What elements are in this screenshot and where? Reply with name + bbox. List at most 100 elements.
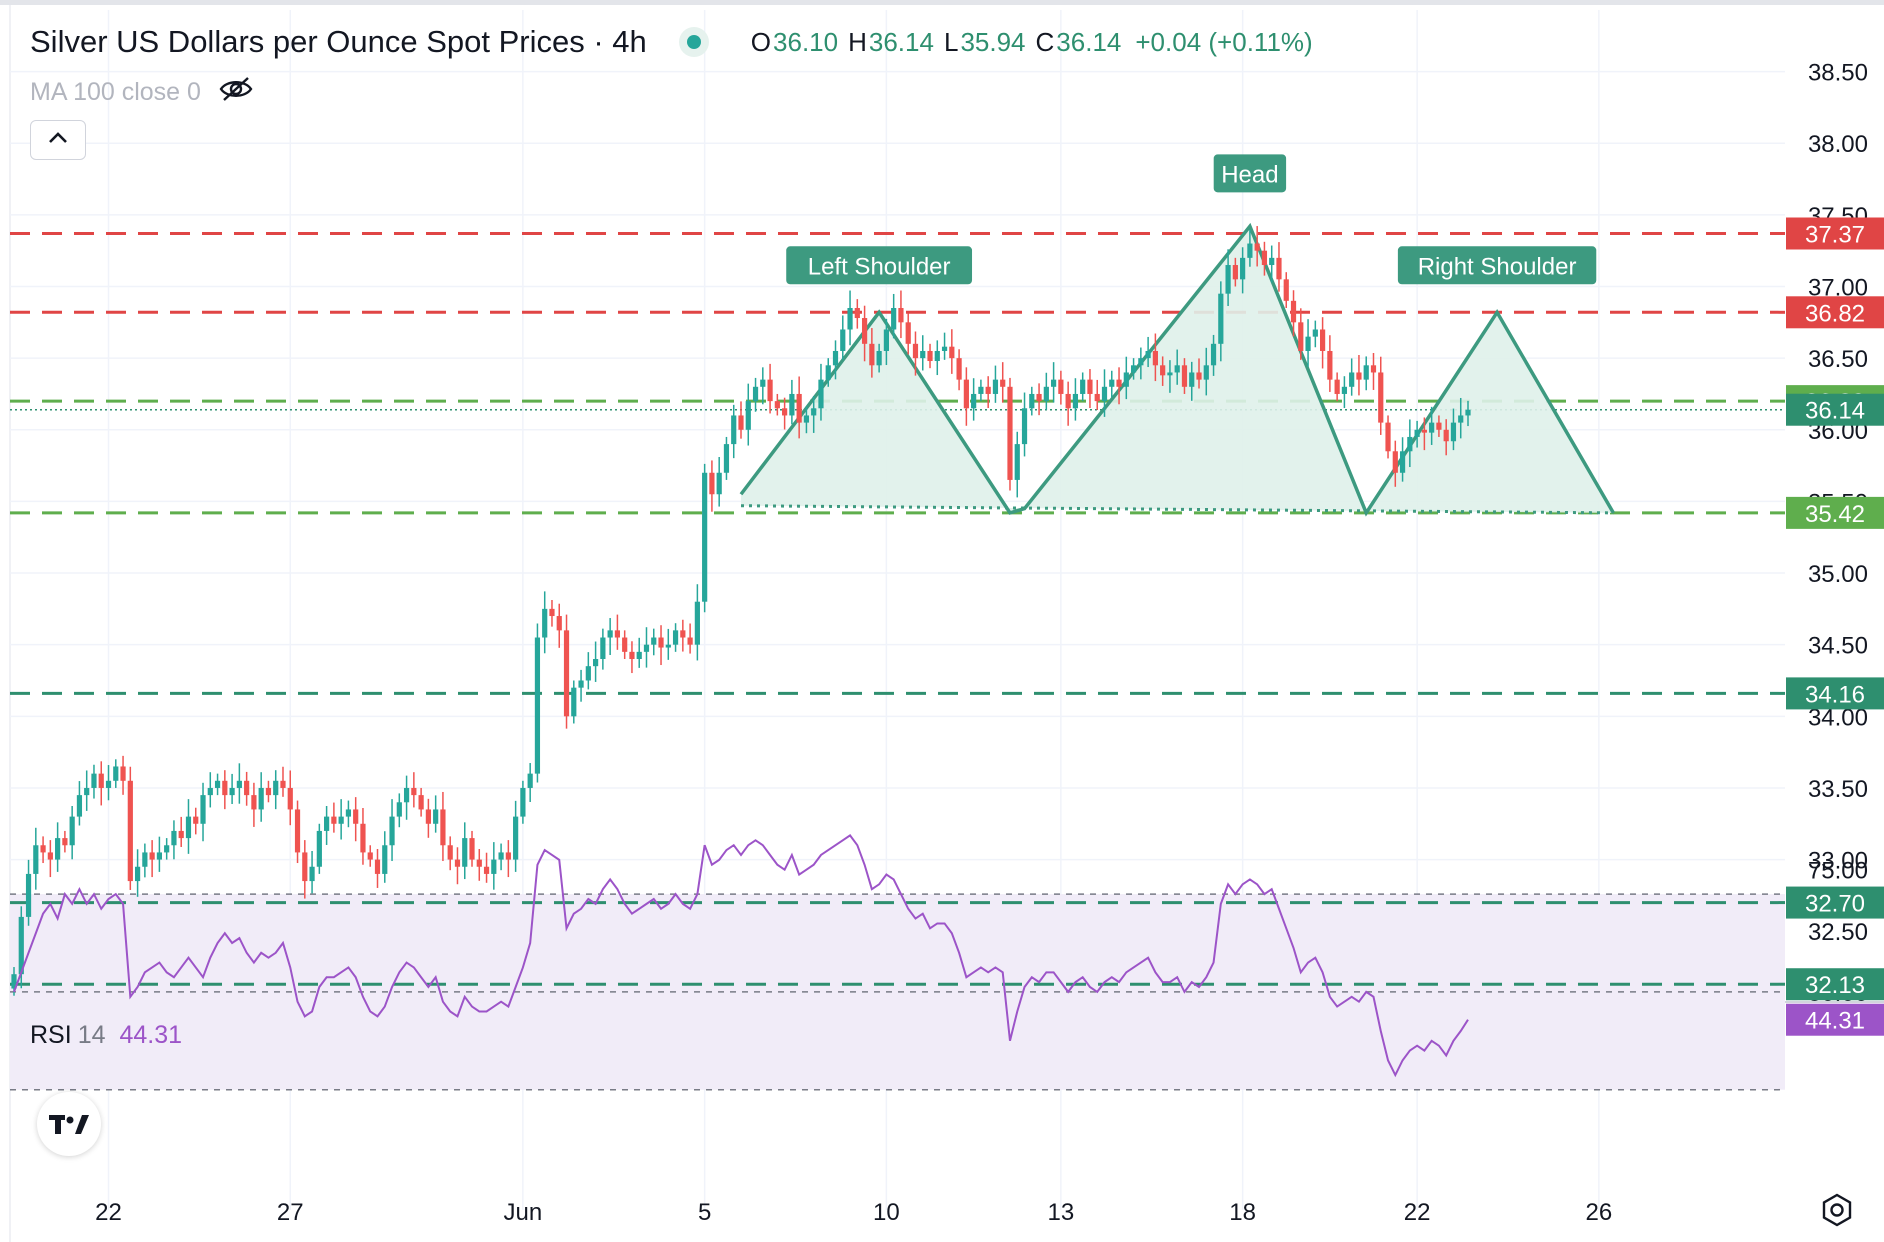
candle (316, 823, 322, 874)
candle-body (316, 830, 322, 867)
candle (425, 798, 431, 838)
price-tag-text: 36.14 (1805, 398, 1865, 425)
candle (1210, 334, 1217, 376)
candle-body (840, 329, 846, 351)
candle (1130, 358, 1137, 380)
candle-body (825, 365, 831, 380)
candle (607, 618, 613, 656)
tradingview-logo[interactable] (37, 1092, 101, 1156)
candle (40, 836, 46, 864)
candle (1247, 229, 1253, 267)
candle-body (127, 780, 133, 882)
candle (418, 787, 424, 817)
candle-body (803, 415, 810, 423)
candle-body (171, 830, 177, 846)
candle-body (69, 816, 75, 846)
price-tag-bg (1786, 296, 1884, 329)
candle-body (483, 866, 490, 874)
candle (214, 773, 221, 796)
price-tick-label: 34.50 (1808, 633, 1868, 660)
candle (149, 840, 155, 878)
rsi-period: 14 (77, 1021, 106, 1049)
candle-body (229, 787, 235, 796)
pattern-label-bg (786, 246, 973, 285)
candle-body (731, 415, 737, 445)
candle-body (1130, 365, 1137, 373)
candle-body (1450, 422, 1457, 442)
candle (1094, 379, 1100, 411)
candle-body (164, 845, 170, 853)
candle (1021, 392, 1028, 457)
price-tag: 32.70 (1786, 886, 1884, 919)
neckline (740, 504, 1614, 515)
candle-body (593, 659, 599, 667)
candle-body (927, 350, 933, 362)
candle-body (876, 350, 882, 366)
candle (1203, 347, 1209, 396)
candle-body (520, 787, 526, 817)
candle-body (1370, 365, 1377, 373)
candle-body (55, 838, 61, 860)
candle (244, 771, 250, 806)
candle-body (847, 308, 853, 330)
eye-crossed-icon[interactable] (219, 76, 253, 109)
candle (658, 625, 664, 666)
rsi-name: RSI (30, 1021, 72, 1049)
candle (1276, 242, 1282, 292)
candle-body (934, 350, 940, 362)
ma-indicator-legend[interactable]: MA 100 close 0 (30, 76, 253, 109)
candle-body (105, 780, 112, 788)
gear-icon[interactable] (1820, 1193, 1854, 1232)
candle (324, 806, 330, 845)
candle-body (222, 780, 228, 796)
candle (1116, 367, 1122, 405)
candle (738, 401, 744, 439)
rsi-value: 44.31 (119, 1021, 183, 1049)
candle (33, 827, 39, 890)
rsi-legend[interactable]: RSI 14 44.31 (30, 1021, 182, 1050)
candle (694, 584, 700, 661)
price-tick-label: 33.50 (1808, 776, 1868, 803)
candle-body (244, 780, 250, 796)
candle (389, 799, 395, 862)
candle-body (389, 816, 395, 846)
candle-body (1276, 257, 1282, 280)
candle-body (1087, 379, 1093, 394)
candle-body (578, 680, 584, 688)
candle-body (585, 666, 591, 681)
price-tag: 36.82 (1786, 296, 1884, 329)
candle-body (643, 644, 650, 652)
candle (556, 603, 562, 648)
candle (1356, 354, 1362, 396)
price-tag-bg (1786, 393, 1884, 426)
candle (600, 628, 606, 670)
chart-title: Silver US Dollars per Ounce Spot Prices … (30, 24, 647, 59)
candle-body (1058, 379, 1064, 394)
collapse-legend-button[interactable] (30, 120, 86, 160)
candle-body (774, 401, 780, 409)
candle (1174, 349, 1180, 385)
low-label: L (943, 26, 959, 57)
candle (614, 614, 621, 650)
candle (1014, 431, 1020, 498)
candle-body (1421, 429, 1427, 433)
candle (287, 770, 293, 826)
rsi-tag-bg (1786, 1003, 1884, 1036)
candle-body (1160, 365, 1166, 376)
candle-body (193, 816, 199, 824)
candle (905, 313, 911, 355)
candle (985, 376, 991, 409)
candle-body (1261, 250, 1268, 266)
candle (1458, 397, 1464, 439)
candle (1450, 408, 1457, 451)
candle (156, 836, 162, 872)
market-status-icon[interactable] (678, 27, 709, 57)
candle (840, 315, 846, 360)
candle (1189, 361, 1195, 401)
candle (1000, 362, 1006, 403)
candle (25, 859, 32, 926)
candle (774, 393, 780, 416)
candle-body (433, 809, 439, 824)
axes: 38.5038.0037.5037.0036.5036.0035.5035.00… (95, 60, 1868, 1226)
